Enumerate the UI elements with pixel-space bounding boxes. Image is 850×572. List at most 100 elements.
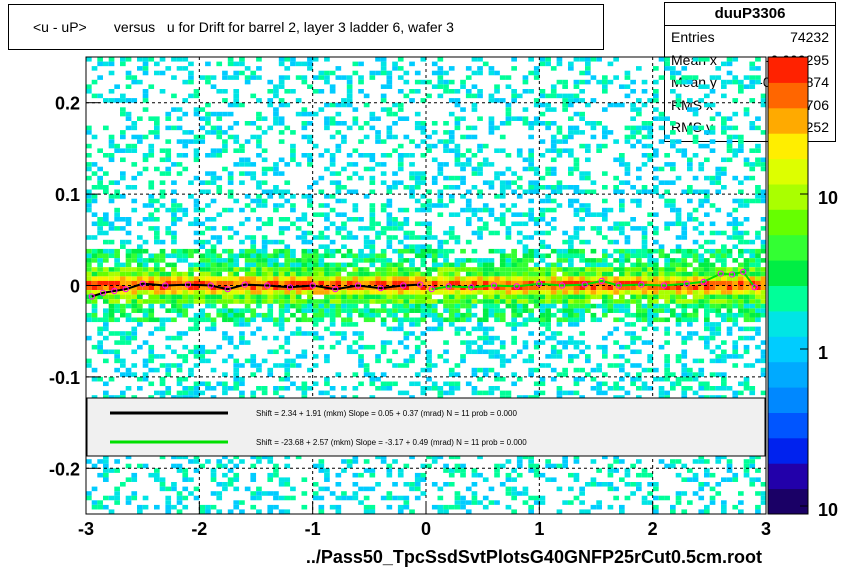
heatmap-cell: [550, 280, 557, 286]
heatmap-cell: [579, 111, 585, 117]
heatmap-cell: [159, 477, 166, 482]
heatmap-cell: [516, 349, 523, 355]
heatmap-cell: [403, 276, 410, 281]
heatmap-cell: [687, 162, 693, 167]
heatmap-cell: [318, 235, 325, 240]
heatmap-cell: [448, 134, 455, 140]
heatmap-cell: [227, 267, 234, 272]
heatmap-cell: [284, 66, 291, 71]
heatmap-cell: [738, 84, 744, 89]
heatmap-cell: [318, 504, 325, 510]
heatmap-cell: [562, 98, 568, 103]
heatmap-cell: [743, 175, 750, 181]
heatmap-cell: [675, 271, 682, 277]
heatmap-cell: [477, 472, 483, 478]
heatmap-cell: [324, 381, 330, 387]
heatmap-cell: [346, 463, 353, 469]
heatmap-cell: [443, 70, 449, 76]
heatmap-cell: [142, 290, 149, 295]
heatmap-cell: [709, 267, 716, 272]
heatmap-cell: [568, 340, 574, 345]
heatmap-cell: [573, 367, 580, 373]
heatmap-cell: [273, 271, 279, 277]
heatmap-cell: [233, 367, 240, 373]
heatmap-cell: [420, 294, 427, 300]
heatmap-cell: [499, 221, 506, 227]
heatmap-cell: [681, 248, 688, 254]
heatmap-cell: [222, 139, 228, 144]
heatmap-cell: [233, 89, 240, 94]
heatmap-cell: [681, 317, 688, 323]
heatmap-cell: [585, 212, 591, 217]
heatmap-cell: [414, 299, 421, 304]
heatmap-cell: [165, 271, 172, 277]
heatmap-cell: [721, 130, 727, 135]
heatmap-cell: [397, 308, 404, 313]
heatmap-cell: [738, 79, 744, 85]
heatmap-cell: [715, 276, 722, 281]
heatmap-cell: [704, 322, 710, 327]
heatmap-cell: [550, 148, 557, 153]
heatmap-cell: [165, 153, 172, 158]
heatmap-cell: [505, 75, 512, 80]
heatmap-cell: [403, 363, 410, 368]
heatmap-cell: [380, 290, 387, 295]
heatmap-cell: [437, 75, 444, 80]
heatmap-cell: [244, 203, 251, 208]
heatmap-cell: [715, 253, 722, 259]
heatmap-cell: [499, 267, 506, 272]
heatmap-cell: [182, 486, 189, 492]
heatmap-cell: [460, 134, 466, 140]
heatmap-cell: [227, 290, 234, 295]
heatmap-cell: [165, 372, 172, 377]
heatmap-cell: [363, 280, 370, 286]
heatmap-cell: [602, 303, 608, 309]
heatmap-cell: [732, 198, 739, 204]
heatmap-cell: [210, 271, 217, 277]
heatmap-cell: [307, 317, 313, 323]
heatmap-cell: [142, 262, 149, 268]
heatmap-cell: [704, 290, 710, 295]
heatmap-cell: [653, 482, 659, 487]
heatmap-cell: [499, 280, 506, 286]
heatmap-cell: [505, 111, 512, 117]
heatmap-cell: [409, 358, 415, 364]
heatmap-cell: [148, 317, 155, 323]
heatmap-cell: [346, 253, 353, 259]
heatmap-cell: [386, 221, 393, 227]
heatmap-cell: [431, 235, 438, 240]
heatmap-cell: [409, 276, 415, 281]
heatmap-cell: [380, 180, 387, 185]
heatmap-cell: [755, 267, 761, 272]
heatmap-cell: [256, 363, 262, 368]
heatmap-cell: [414, 381, 421, 387]
heatmap-cell: [392, 312, 398, 318]
heatmap-cell: [375, 271, 381, 277]
heatmap-cell: [114, 358, 120, 364]
heatmap-cell: [749, 175, 756, 181]
heatmap-cell: [363, 267, 370, 272]
heatmap-cell: [380, 294, 387, 300]
heatmap-cell: [329, 102, 336, 108]
heatmap-cell: [636, 139, 642, 144]
heatmap-cell: [647, 258, 653, 263]
heatmap-cell: [352, 107, 359, 112]
heatmap-cell: [267, 271, 274, 277]
heatmap-cell: [335, 102, 342, 108]
heatmap-cell: [454, 326, 461, 332]
heatmap-cell: [91, 395, 98, 400]
heatmap-cell: [675, 217, 682, 222]
heatmap-cell: [256, 185, 262, 190]
heatmap-cell: [409, 285, 415, 291]
heatmap-cell: [216, 111, 223, 117]
heatmap-cell: [664, 258, 670, 263]
heatmap-cell: [256, 290, 262, 295]
heatmap-cell: [103, 495, 109, 501]
heatmap-cell: [698, 381, 705, 387]
heatmap-cell: [392, 459, 398, 464]
heatmap-cell: [409, 395, 415, 400]
heatmap-cell: [539, 495, 546, 501]
heatmap-cell: [562, 299, 568, 304]
heatmap-cell: [726, 253, 733, 259]
heatmap-cell: [108, 495, 115, 501]
